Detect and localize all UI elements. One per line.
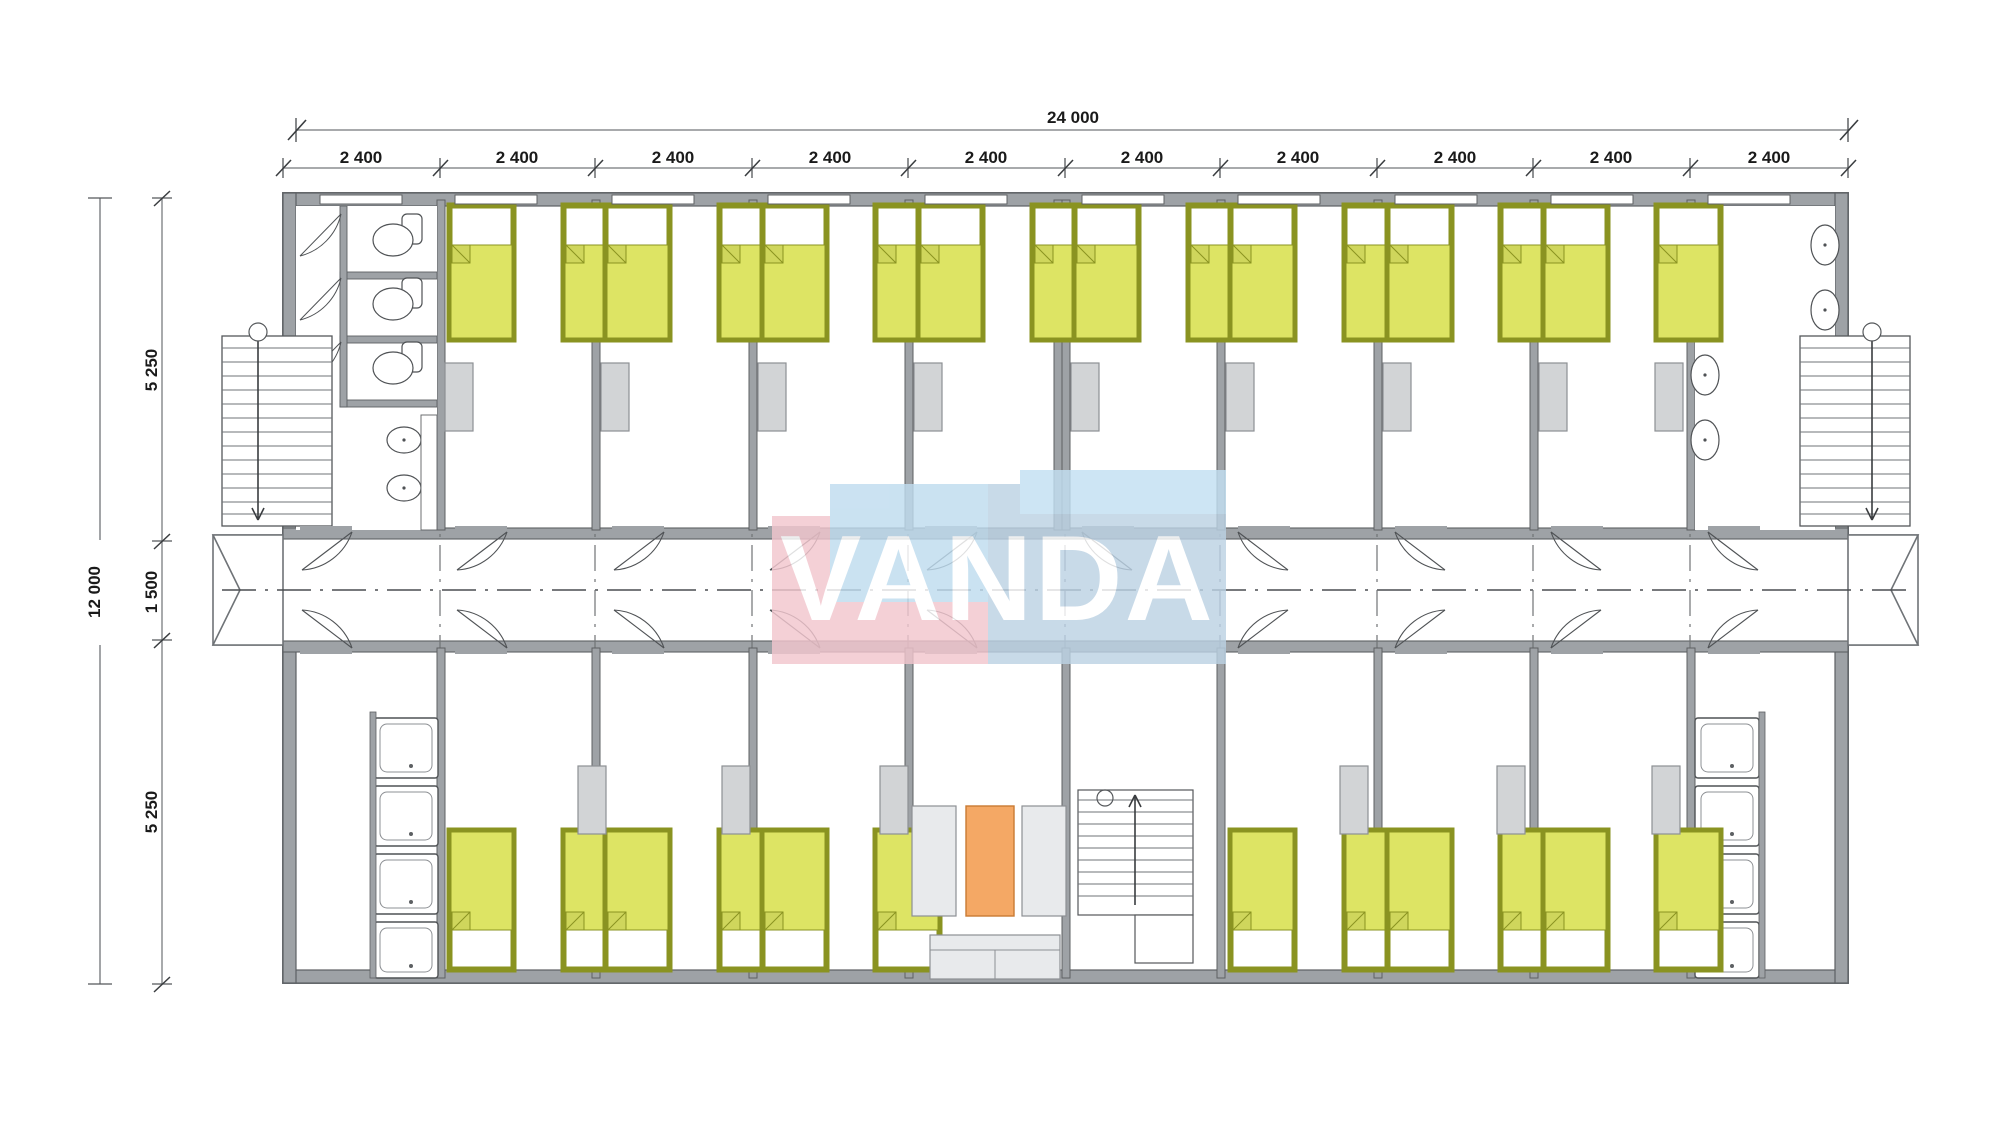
dimension-bays-row: 2 400 2 400 2 400 2 400 2 400 2 400 2 40…	[275, 148, 1857, 178]
windows	[319, 194, 1791, 205]
bay-label-10: 2 400	[1748, 148, 1791, 167]
partitions-upper	[436, 199, 1696, 531]
dimension-left-seg-3: 5 250	[142, 791, 161, 834]
dimension-left-seg-2: 1 500	[142, 571, 161, 614]
bay-label-5: 2 400	[965, 148, 1008, 167]
stair-down-arrow-right	[1865, 340, 1879, 521]
shower-block-left	[369, 711, 439, 979]
stair-down-arrow-left	[251, 340, 265, 521]
bay-label-7: 2 400	[1277, 148, 1320, 167]
bay-label-4: 2 400	[809, 148, 852, 167]
bay-label-8: 2 400	[1434, 148, 1477, 167]
wardrobes-lower	[577, 765, 1681, 835]
stair-left	[221, 322, 333, 527]
dimension-left-seg-1: 5 250	[142, 349, 161, 392]
dimension-overall-height: 12 000	[85, 197, 112, 985]
stair-right	[1799, 322, 1911, 527]
stair-up-arrow-center	[1128, 794, 1142, 905]
lounge-seating	[911, 805, 1067, 980]
bay-label-1: 2 400	[340, 148, 383, 167]
dimension-overall-width-label: 24 000	[1047, 108, 1099, 127]
watermark-text: VANDA	[780, 510, 1215, 646]
beds-upper-row	[446, 202, 1724, 343]
wardrobes-upper	[444, 362, 1684, 432]
dimension-left-segments: 5 250 1 500 5 250	[142, 190, 172, 993]
bay-label-6: 2 400	[1121, 148, 1164, 167]
dimension-overall-height-label: 12 000	[85, 566, 104, 618]
stair-center	[1077, 789, 1194, 964]
dimension-overall-width: 24 000	[287, 104, 1859, 142]
bay-label-2: 2 400	[496, 148, 539, 167]
toilet-fixtures	[372, 213, 423, 385]
bay-label-9: 2 400	[1590, 148, 1633, 167]
beds-lower-row	[446, 827, 1724, 973]
watermark-vanda: VANDA	[772, 470, 1226, 664]
bay-label-3: 2 400	[652, 148, 695, 167]
